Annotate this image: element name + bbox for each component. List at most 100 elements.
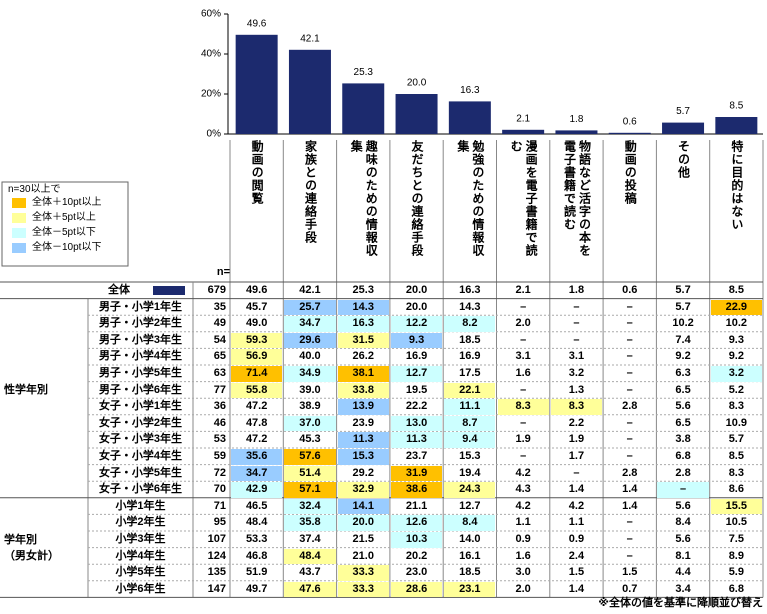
- value-label: 16.3: [460, 85, 480, 96]
- data-cell: 48.4: [245, 516, 268, 529]
- data-cell: 1.7: [568, 450, 585, 462]
- data-cell: 12.6: [390, 515, 443, 531]
- data-cell: 5.6: [675, 533, 691, 545]
- data-cell: 39.0: [299, 383, 321, 396]
- data-cell: 45.7: [245, 300, 268, 313]
- data-cell: 1.6: [515, 367, 531, 379]
- value-label: 8.5: [729, 101, 743, 112]
- data-cell: 57.1: [284, 482, 336, 498]
- row-label: 男子・小学6年生: [98, 383, 183, 396]
- data-cell: 23.9: [352, 416, 374, 429]
- legend-swatch: [12, 213, 26, 223]
- data-cell: 12.2: [390, 316, 443, 332]
- n-cell: 65: [213, 350, 226, 363]
- data-cell: 6.5: [675, 416, 691, 429]
- n-cell: 59: [213, 450, 226, 462]
- data-cell: 49.7: [245, 582, 268, 595]
- data-cell: 5.9: [728, 566, 744, 579]
- data-cell: 14.3: [459, 300, 481, 313]
- data-cell: 40.0: [299, 350, 321, 363]
- data-cell: 37.4: [299, 533, 321, 545]
- bar: [235, 34, 278, 134]
- data-cell: –: [626, 300, 633, 313]
- data-cell: 1.4: [568, 582, 585, 595]
- overall-cell: 16.3: [459, 284, 481, 296]
- overall-cell: 0.6: [622, 284, 638, 296]
- data-cell: 21.1: [405, 499, 428, 512]
- data-cell: 8.5: [728, 450, 744, 462]
- data-cell: 19.5: [405, 383, 428, 396]
- data-cell: –: [520, 333, 527, 346]
- data-cell: 46.5: [245, 499, 268, 512]
- value-label: 1.8: [569, 114, 583, 125]
- note: ※全体の値を基準に降順並び替え: [598, 597, 763, 610]
- data-cell: 1.3: [568, 383, 585, 396]
- data-cell: 34.7: [231, 465, 283, 482]
- data-cell: 8.3: [497, 399, 549, 415]
- data-cell: 4.4: [675, 566, 691, 579]
- n-cell: 77: [213, 383, 226, 396]
- data-cell: 22.1: [444, 382, 496, 399]
- x-category-label: 友だちとの連絡手段: [410, 140, 425, 257]
- data-cell: 2.2: [568, 416, 585, 429]
- data-cell: 13.0: [390, 415, 443, 432]
- data-cell: 1.5: [622, 566, 638, 579]
- data-cell: 33.3: [337, 565, 389, 581]
- data-cell: 32.9: [337, 482, 389, 498]
- legend-swatch: [12, 243, 26, 253]
- category-cell: 物語など活字の本を電子書籍で読む: [550, 140, 603, 268]
- n-cell: 107: [207, 533, 226, 545]
- data-cell: 29.2: [352, 466, 374, 479]
- data-cell: 17.5: [459, 367, 481, 379]
- data-cell: 42.9: [231, 482, 283, 498]
- category-cell: 特に目的はない: [710, 140, 763, 268]
- data-cell: –: [626, 533, 633, 545]
- data-cell: –: [626, 350, 633, 363]
- data-cell: 0.7: [622, 582, 638, 595]
- data-cell: 2.0: [515, 582, 531, 595]
- row-label: 男子・小学1年生: [98, 300, 183, 313]
- data-cell: –: [573, 300, 580, 313]
- n-cell: 46: [213, 416, 226, 429]
- data-cell: –: [626, 333, 633, 346]
- legend-label: 全体＋10pt以上: [32, 197, 102, 208]
- category-cell: 家族との連絡手段: [283, 140, 336, 268]
- data-cell: 16.9: [459, 350, 481, 363]
- data-cell: 18.5: [459, 333, 481, 346]
- x-category-label: その他: [676, 140, 691, 179]
- data-cell: 37.0: [284, 415, 336, 432]
- data-cell: 35.6: [231, 449, 283, 465]
- data-cell: 43.7: [299, 566, 321, 579]
- legend-label: 全体－10pt以下: [32, 242, 102, 253]
- data-cell: 22.2: [405, 400, 428, 413]
- data-cell: 38.9: [299, 400, 321, 413]
- data-cell: 1.4: [622, 483, 638, 496]
- data-cell: 47.2: [245, 400, 268, 413]
- data-cell: 10.2: [725, 317, 748, 330]
- data-cell: 5.2: [728, 383, 744, 396]
- overall-cell: 42.1: [299, 284, 321, 296]
- row-label: 小学4年生: [115, 549, 166, 562]
- n-header: n=: [216, 266, 230, 278]
- data-cell: 1.5: [568, 566, 585, 579]
- data-cell: 8.2: [444, 316, 496, 332]
- data-cell: 8.3: [728, 400, 744, 413]
- value-label: 5.7: [676, 106, 690, 117]
- data-cell: 47.6: [284, 581, 336, 598]
- data-cell: 59.3: [231, 332, 283, 349]
- data-cell: 1.6: [515, 549, 531, 562]
- data-cell: 16.3: [337, 316, 389, 332]
- data-cell: 22.9: [710, 299, 762, 316]
- data-cell: 57.6: [284, 449, 336, 465]
- bar: [502, 129, 545, 134]
- data-cell: 6.8: [728, 582, 744, 595]
- data-cell: 2.0: [515, 317, 531, 330]
- overall-cell: 1.8: [568, 284, 585, 296]
- data-cell: 3.2: [710, 366, 762, 382]
- data-cell: 23.7: [405, 450, 428, 462]
- data-cell: 1.1: [515, 516, 531, 529]
- data-cell: 33.3: [337, 581, 389, 598]
- data-cell: 9.3: [728, 333, 744, 346]
- n-cell: 95: [213, 516, 226, 529]
- data-cell: 0.9: [515, 533, 531, 545]
